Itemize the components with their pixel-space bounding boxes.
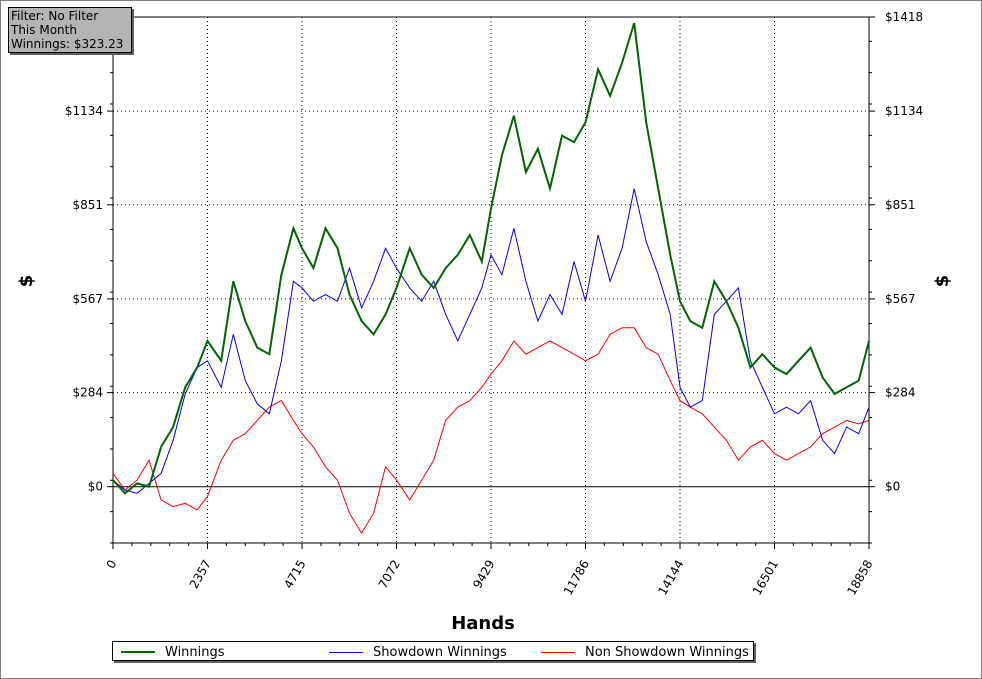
chart-legend: Winnings Showdown Winnings Non Showdown … — [112, 641, 754, 661]
x-tick-label: 2357 — [187, 558, 214, 591]
plot-area — [112, 16, 870, 544]
y-tick-label-right: $567 — [885, 292, 916, 306]
x-tick-label: 9429 — [470, 558, 497, 591]
legend-label-winnings: Winnings — [165, 644, 225, 660]
x-axis-title: Hands — [451, 613, 515, 634]
x-tick-label: 4715 — [281, 558, 308, 591]
x-tick-label: 16501 — [750, 558, 781, 598]
filter-label: Filter: No Filter — [11, 9, 99, 23]
legend-item-winnings: Winnings — [121, 644, 225, 660]
y-tick-label-left: $284 — [72, 386, 103, 400]
legend-swatch-non-showdown — [541, 651, 575, 653]
legend-item-non-showdown: Non Showdown Winnings — [541, 644, 749, 660]
x-tick-label: 0 — [104, 558, 120, 572]
y-tick-label-right: $284 — [885, 386, 916, 400]
y-axis-title-right: $ — [932, 275, 953, 288]
x-tick-label: 18858 — [844, 558, 875, 598]
x-tick-label: 11786 — [561, 558, 592, 598]
y-tick-label-right: $1418 — [885, 10, 923, 24]
legend-item-showdown: Showdown Winnings — [329, 644, 507, 660]
x-tick-label: 7072 — [376, 558, 403, 591]
period-label: This Month — [11, 23, 77, 37]
legend-swatch-showdown — [329, 651, 363, 653]
filter-info-box: Filter: No Filter This Month Winnings: $… — [8, 7, 132, 53]
x-tick-label: 14144 — [655, 558, 686, 598]
series-line-showdown-winnings — [112, 188, 870, 494]
y-tick-label-left: $567 — [72, 292, 103, 306]
y-tick-label-right: $851 — [885, 198, 916, 212]
y-tick-label-left: $0 — [88, 480, 103, 494]
series-line-non-showdown-winnings — [112, 327, 870, 535]
winnings-label: Winnings: $323.23 — [11, 37, 124, 51]
legend-label-showdown: Showdown Winnings — [373, 644, 507, 660]
legend-label-non-showdown: Non Showdown Winnings — [585, 644, 749, 660]
legend-swatch-winnings — [121, 651, 155, 653]
y-tick-label-left: $851 — [72, 198, 103, 212]
y-tick-label-right: $1134 — [885, 104, 923, 118]
y-tick-label-left: $1134 — [65, 104, 103, 118]
y-tick-label-right: $0 — [885, 480, 900, 494]
series-line-winnings — [112, 22, 870, 495]
y-axis-title-left: $ — [16, 275, 37, 288]
